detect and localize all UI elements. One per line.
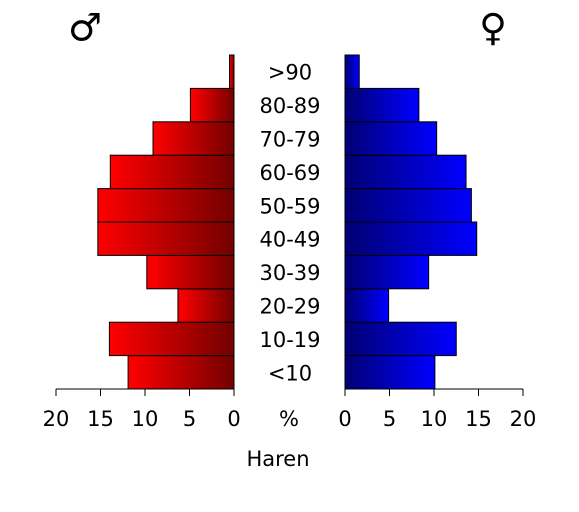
x-tick-label: 10 xyxy=(132,407,159,431)
category-label: 30-39 xyxy=(259,261,320,285)
bar xyxy=(344,154,467,190)
unit-label: % xyxy=(279,407,299,431)
x-tick-label: 15 xyxy=(87,407,114,431)
category-label: <10 xyxy=(268,361,312,385)
category-label: 10-19 xyxy=(259,328,320,352)
x-tick-label: 20 xyxy=(43,407,70,431)
category-label: 40-49 xyxy=(259,228,320,252)
bar xyxy=(229,54,235,89)
x-tick-label: 10 xyxy=(421,407,448,431)
x-tick-label: 15 xyxy=(465,407,492,431)
bar xyxy=(152,121,235,156)
bar xyxy=(146,254,235,290)
x-tick-label: 20 xyxy=(510,407,537,431)
legend-symbol: ♂ xyxy=(68,6,102,50)
bar xyxy=(344,254,430,290)
legend-symbol: ♀ xyxy=(479,6,507,50)
x-tick-label: 0 xyxy=(338,407,351,431)
bar xyxy=(97,221,235,256)
bar xyxy=(97,188,235,223)
x-tick-label: 0 xyxy=(227,407,240,431)
bar xyxy=(344,87,420,123)
bar xyxy=(344,355,436,390)
bar xyxy=(344,288,390,323)
category-label: >90 xyxy=(268,61,312,85)
bar xyxy=(177,288,235,323)
bar xyxy=(344,188,472,223)
category-label: 20-29 xyxy=(259,295,320,319)
category-label: 60-69 xyxy=(259,161,320,185)
bar xyxy=(189,87,235,123)
x-tick-label: 5 xyxy=(383,407,396,431)
category-label: 50-59 xyxy=(259,194,320,218)
bar xyxy=(344,121,438,156)
category-label: 80-89 xyxy=(259,94,320,118)
category-label: 70-79 xyxy=(259,128,320,152)
x-axis-label: Haren xyxy=(246,447,309,471)
x-tick-label: 5 xyxy=(183,407,196,431)
bar xyxy=(108,321,235,357)
bar xyxy=(344,221,478,256)
bar xyxy=(109,154,235,190)
bar xyxy=(344,321,457,357)
bar xyxy=(344,54,360,89)
bar xyxy=(127,355,235,390)
